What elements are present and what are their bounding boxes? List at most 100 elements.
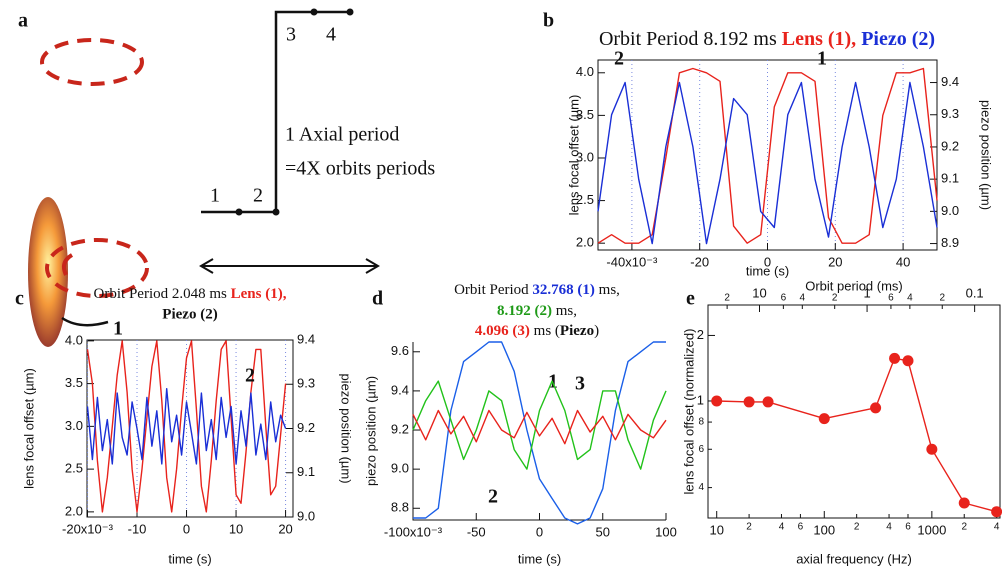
y-axis-label: lens focal offset (µm): [566, 95, 581, 216]
y-tick-label: 6: [698, 444, 704, 455]
title-part: ms,: [556, 303, 577, 319]
series-line: [412, 380, 667, 470]
y2-tick-label: 9.3: [941, 106, 959, 121]
y-tick-label: 8: [698, 417, 704, 428]
y-tick-label: 9.4: [391, 382, 409, 397]
x2-tick-label: 10: [752, 285, 766, 300]
x-tick-label: 4: [994, 522, 1000, 533]
x2-tick-label: 2: [832, 293, 838, 304]
x2-tick-label: 6: [781, 293, 787, 304]
point: [762, 396, 774, 408]
title-part: Piezo: [560, 323, 594, 339]
x-tick-label: 10: [229, 521, 243, 536]
x-tick-label: -20: [690, 254, 709, 269]
y-tick-label: 9.0: [391, 461, 409, 476]
x-tick-label: 100: [655, 524, 677, 539]
point: [926, 443, 938, 455]
chart-title: 8.192 (2) ms,: [497, 303, 577, 319]
series-label: 3: [575, 373, 585, 395]
x-tick-label: 100: [813, 522, 835, 537]
x2-tick-label: 4: [907, 293, 913, 304]
x2-axis-label: Orbit period (ms): [805, 278, 903, 293]
y2-tick-label: 9.0: [941, 203, 959, 218]
x-tick-label: -40x10⁻³: [606, 254, 658, 269]
y2-tick-label: 8.9: [941, 235, 959, 250]
series-line: [716, 357, 997, 513]
title-part: 32.768 (1): [532, 282, 595, 298]
step-dot: [235, 208, 243, 216]
chart-title: Orbit Period 2.048 ms Lens (1),: [94, 286, 287, 302]
y2-tick-label: 9.2: [941, 138, 959, 153]
x-tick-label: 2: [746, 522, 752, 533]
point: [818, 413, 830, 425]
double-arrow: [199, 258, 380, 274]
step-dot: [310, 8, 318, 16]
x-tick-label: -20x10⁻³: [62, 521, 114, 536]
y-tick-label: 4: [698, 482, 704, 493]
x-tick-label: -100x10⁻³: [384, 524, 443, 539]
step-label: 4: [326, 24, 336, 46]
title-part: ms (: [534, 323, 560, 339]
title-text: Orbit Period 8.192 ms: [599, 28, 777, 50]
step-label: 1: [210, 185, 220, 207]
x-tick-label: 0: [764, 254, 771, 269]
point: [889, 352, 901, 364]
orbit-ellipse: [45, 238, 149, 298]
x-tick-label: 2: [961, 522, 967, 533]
title-text: Orbit Period: [454, 282, 529, 298]
step-dot: [346, 8, 354, 16]
series-label: 2: [488, 486, 498, 508]
y2-tick-label: 9.3: [297, 376, 315, 391]
title-text: Orbit Period 2.048 ms: [94, 286, 227, 302]
series-line: [86, 340, 287, 513]
title-part: ): [594, 323, 599, 339]
orbit-ellipse: [40, 38, 144, 86]
step-label: 3: [286, 24, 296, 46]
panel-letter: d: [372, 288, 383, 310]
title-part: ms,: [599, 282, 620, 298]
hook-arrow: [61, 316, 109, 327]
plot-frame: [707, 304, 1001, 519]
x-tick-label: -10: [128, 521, 147, 536]
x2-tick-label: 6: [888, 293, 894, 304]
y-tick-label: 4.0: [65, 332, 83, 347]
x2-tick-label: 2: [939, 293, 945, 304]
axis-line: [412, 342, 666, 521]
y-tick-label: 4.0: [576, 64, 594, 79]
x-axis-label: time (s): [518, 551, 561, 566]
title-part: 4.096 (3): [475, 323, 530, 339]
y-axis-label: piezo position (µm): [363, 376, 378, 486]
series-label: 2: [245, 365, 255, 387]
panel-letter: c: [15, 288, 24, 310]
step-label: 2: [253, 185, 263, 207]
y-tick-label: 9.6: [391, 343, 409, 358]
series-label: 1: [113, 318, 123, 340]
x-tick-label: 20: [828, 254, 842, 269]
chart-title: 4.096 (3) ms (Piezo): [475, 323, 599, 339]
y-tick-label: 2.5: [576, 192, 594, 207]
x-tick-label: 4: [886, 522, 892, 533]
x-tick-label: 10: [709, 522, 723, 537]
x-tick-label: 40: [896, 254, 910, 269]
title-lens: Lens (1),: [231, 286, 287, 302]
orbit-arc: [62, 253, 74, 276]
title-lens: Lens (1),: [782, 28, 856, 50]
y-tick-label: 3.5: [65, 375, 83, 390]
step-dot: [272, 208, 280, 216]
point: [958, 497, 970, 509]
x-axis-label: time (s): [168, 551, 211, 566]
series-line: [86, 388, 287, 465]
y-tick-label: 9.2: [391, 421, 409, 436]
y-tick-label: 3.5: [576, 107, 594, 122]
x-axis-label: time (s): [746, 263, 789, 278]
y2-tick-label: 9.2: [297, 420, 315, 435]
series-label: 1: [817, 48, 827, 70]
x2-tick-label: 4: [800, 293, 806, 304]
x-tick-label: 6: [798, 522, 804, 533]
y-tick-label: 3.0: [576, 149, 594, 164]
panel-letter: e: [686, 288, 695, 310]
x2-tick-label: 2: [724, 293, 730, 304]
y-tick-label: 1: [697, 392, 704, 407]
series-line: [413, 341, 666, 525]
series-label: 2: [614, 48, 624, 70]
